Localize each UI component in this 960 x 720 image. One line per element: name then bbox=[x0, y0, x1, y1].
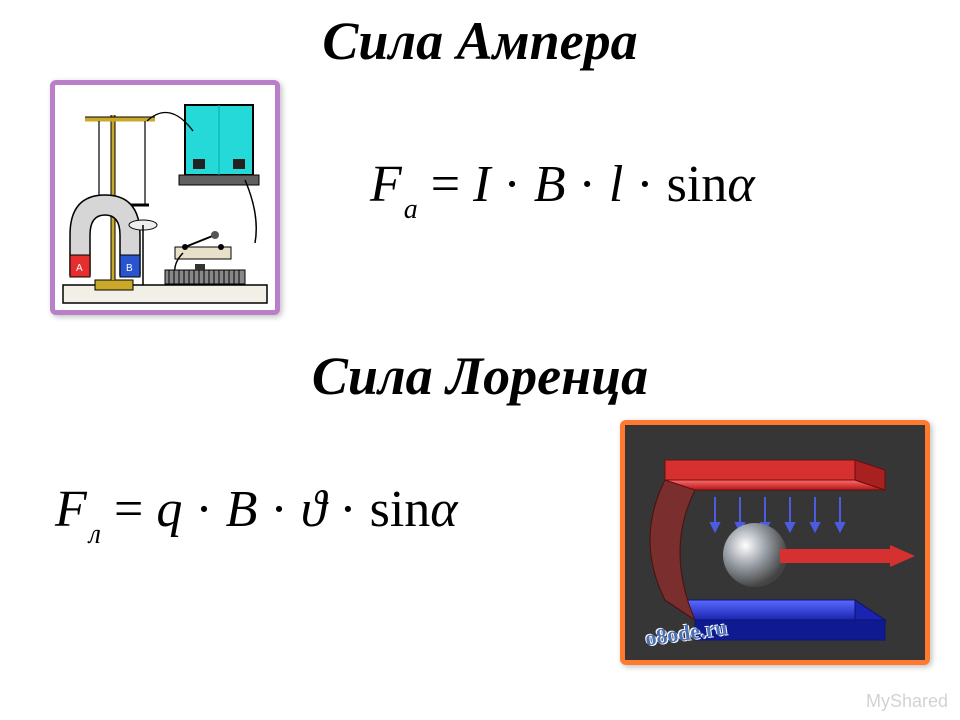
f1-rhs-0: I bbox=[473, 156, 490, 213]
f1-rhs-2: l bbox=[609, 156, 623, 213]
f2-eq: = bbox=[114, 481, 156, 538]
f2-lhs-var: F bbox=[55, 481, 87, 538]
lorentz-formula: Fл = q · B · ϑ · sinα bbox=[55, 480, 458, 545]
f1-dot-2: · bbox=[636, 156, 666, 213]
f2-rhs-1: B bbox=[226, 481, 258, 538]
f2-trig: sin bbox=[370, 481, 431, 538]
f2-dot-0: · bbox=[195, 481, 225, 538]
f2-lhs-sub: л bbox=[89, 519, 101, 550]
f1-trig-arg: α bbox=[727, 156, 754, 213]
f2-trig-arg: α bbox=[430, 481, 457, 538]
ampere-formula: Fa = I · B · l · sinα bbox=[370, 155, 755, 220]
title-lorentz: Сила Лоренца bbox=[0, 345, 960, 407]
ampere-setup-image: A B bbox=[50, 80, 280, 315]
f1-trig: sin bbox=[667, 156, 728, 213]
f1-dot-0: · bbox=[503, 156, 533, 213]
ampere-setup-svg: A B bbox=[55, 85, 275, 310]
f1-rhs-1: B bbox=[534, 156, 566, 213]
f2-dot-2: · bbox=[339, 481, 369, 538]
svg-text:A: A bbox=[76, 263, 83, 274]
svg-text:B: B bbox=[126, 263, 133, 274]
f1-lhs-sub: a bbox=[404, 194, 418, 225]
f1-eq: = bbox=[431, 156, 473, 213]
lorentz-magnet-image: o8ode.ru bbox=[620, 420, 930, 665]
f2-dot-1: · bbox=[270, 481, 300, 538]
page-watermark: MyShared bbox=[866, 691, 948, 712]
f1-dot-1: · bbox=[579, 156, 609, 213]
title-ampere: Сила Ампера bbox=[0, 10, 960, 72]
f2-rhs-0: q bbox=[156, 481, 182, 538]
f1-lhs-var: F bbox=[370, 156, 402, 213]
f2-rhs-2: ϑ bbox=[301, 481, 327, 538]
